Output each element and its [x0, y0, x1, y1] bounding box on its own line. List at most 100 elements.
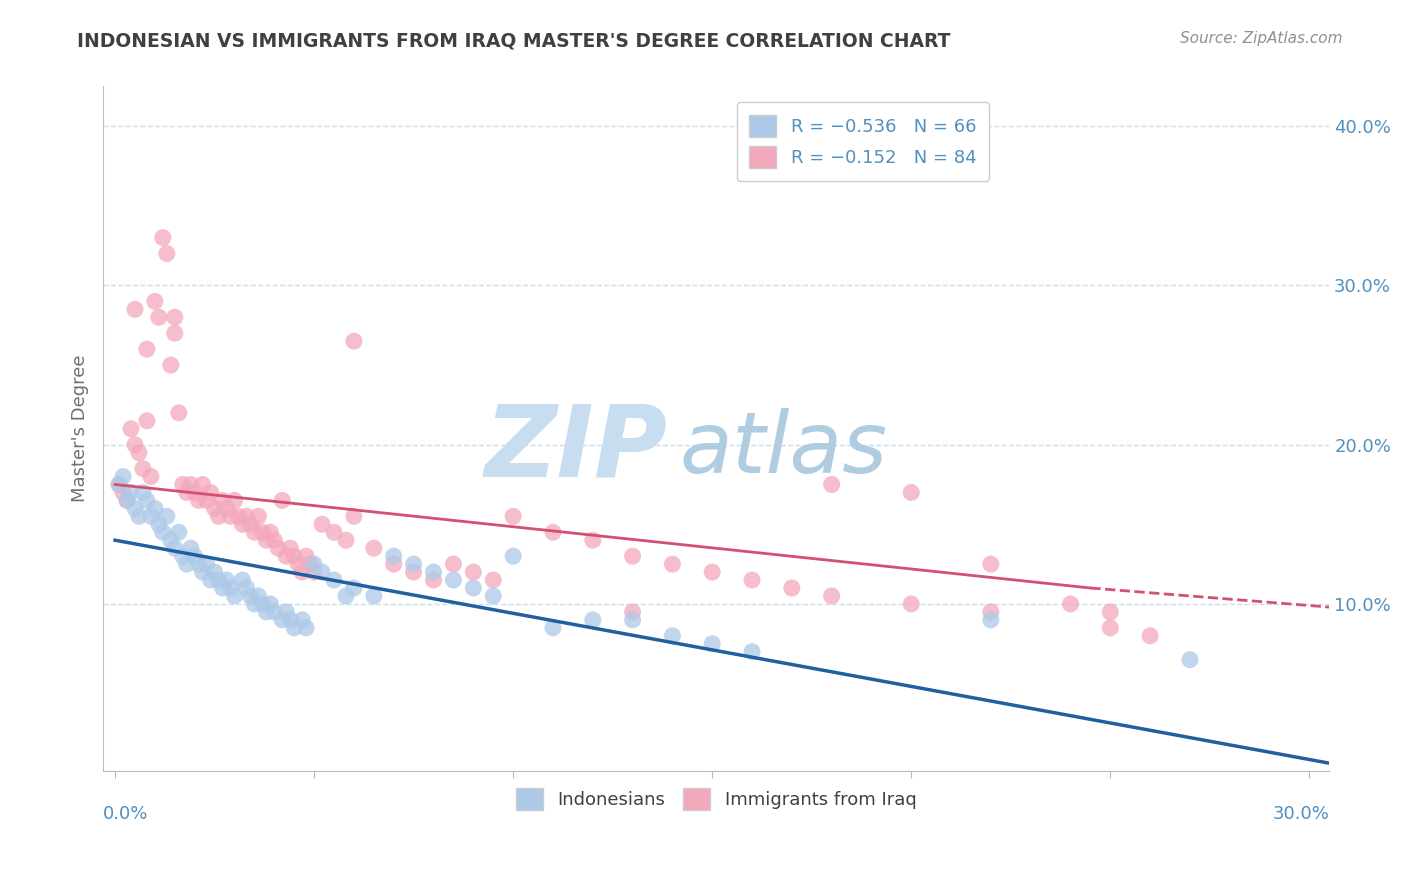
Point: [335, 589, 357, 603]
Point: [502, 509, 524, 524]
Point: [263, 605, 285, 619]
Point: [139, 509, 162, 524]
Point: [283, 621, 305, 635]
Text: INDONESIAN VS IMMIGRANTS FROM IRAQ MASTER'S DEGREE CORRELATION CHART: INDONESIAN VS IMMIGRANTS FROM IRAQ MASTE…: [77, 31, 950, 50]
Point: [124, 438, 146, 452]
Point: [159, 358, 181, 372]
Point: [311, 565, 333, 579]
Point: [183, 549, 205, 563]
Point: [195, 557, 218, 571]
Point: [382, 557, 405, 571]
Point: [167, 406, 190, 420]
Point: [482, 589, 505, 603]
Point: [621, 605, 644, 619]
Point: [541, 525, 564, 540]
Point: [200, 485, 222, 500]
Point: [541, 621, 564, 635]
Text: Source: ZipAtlas.com: Source: ZipAtlas.com: [1180, 31, 1343, 46]
Point: [124, 302, 146, 317]
Point: [211, 581, 233, 595]
Point: [159, 533, 181, 548]
Point: [108, 477, 131, 491]
Point: [191, 565, 214, 579]
Point: [247, 589, 270, 603]
Point: [115, 493, 138, 508]
Point: [780, 581, 803, 595]
Point: [283, 549, 305, 563]
Point: [207, 573, 229, 587]
Point: [1099, 605, 1122, 619]
Point: [235, 509, 257, 524]
Point: [335, 533, 357, 548]
Point: [402, 557, 425, 571]
Point: [1139, 629, 1161, 643]
Point: [200, 573, 222, 587]
Point: [343, 581, 366, 595]
Point: [259, 597, 281, 611]
Point: [363, 589, 385, 603]
Point: [108, 477, 131, 491]
Point: [191, 477, 214, 491]
Point: [219, 509, 242, 524]
Point: [172, 477, 194, 491]
Point: [120, 422, 142, 436]
Point: [143, 501, 166, 516]
Point: [702, 637, 724, 651]
Point: [271, 613, 294, 627]
Point: [239, 517, 262, 532]
Point: [163, 541, 186, 556]
Point: [323, 573, 346, 587]
Point: [302, 557, 325, 571]
Point: [204, 565, 226, 579]
Point: [820, 589, 842, 603]
Point: [176, 485, 198, 500]
Point: [180, 541, 202, 556]
Point: [263, 533, 285, 548]
Point: [741, 573, 763, 587]
Point: [295, 621, 318, 635]
Point: [215, 501, 238, 516]
Point: [135, 414, 157, 428]
Point: [1059, 597, 1081, 611]
Point: [1099, 621, 1122, 635]
Point: [661, 629, 683, 643]
Point: [163, 326, 186, 341]
Point: [582, 613, 605, 627]
Point: [287, 557, 309, 571]
Point: [422, 573, 444, 587]
Point: [482, 573, 505, 587]
Point: [443, 557, 465, 571]
Text: 0.0%: 0.0%: [103, 805, 149, 823]
Point: [219, 581, 242, 595]
Point: [980, 605, 1002, 619]
Point: [211, 493, 233, 508]
Point: [180, 477, 202, 491]
Point: [163, 310, 186, 325]
Point: [311, 517, 333, 532]
Point: [124, 501, 146, 516]
Point: [741, 645, 763, 659]
Point: [463, 581, 485, 595]
Point: [148, 310, 170, 325]
Point: [980, 613, 1002, 627]
Point: [215, 573, 238, 587]
Point: [187, 557, 209, 571]
Point: [402, 565, 425, 579]
Point: [900, 597, 922, 611]
Point: [621, 613, 644, 627]
Point: [239, 589, 262, 603]
Point: [702, 565, 724, 579]
Point: [135, 493, 157, 508]
Point: [204, 501, 226, 516]
Point: [252, 597, 274, 611]
Point: [128, 509, 150, 524]
Point: [139, 469, 162, 483]
Point: [183, 485, 205, 500]
Point: [187, 493, 209, 508]
Point: [295, 549, 318, 563]
Point: [1178, 653, 1201, 667]
Point: [661, 557, 683, 571]
Point: [152, 525, 174, 540]
Point: [363, 541, 385, 556]
Point: [195, 493, 218, 508]
